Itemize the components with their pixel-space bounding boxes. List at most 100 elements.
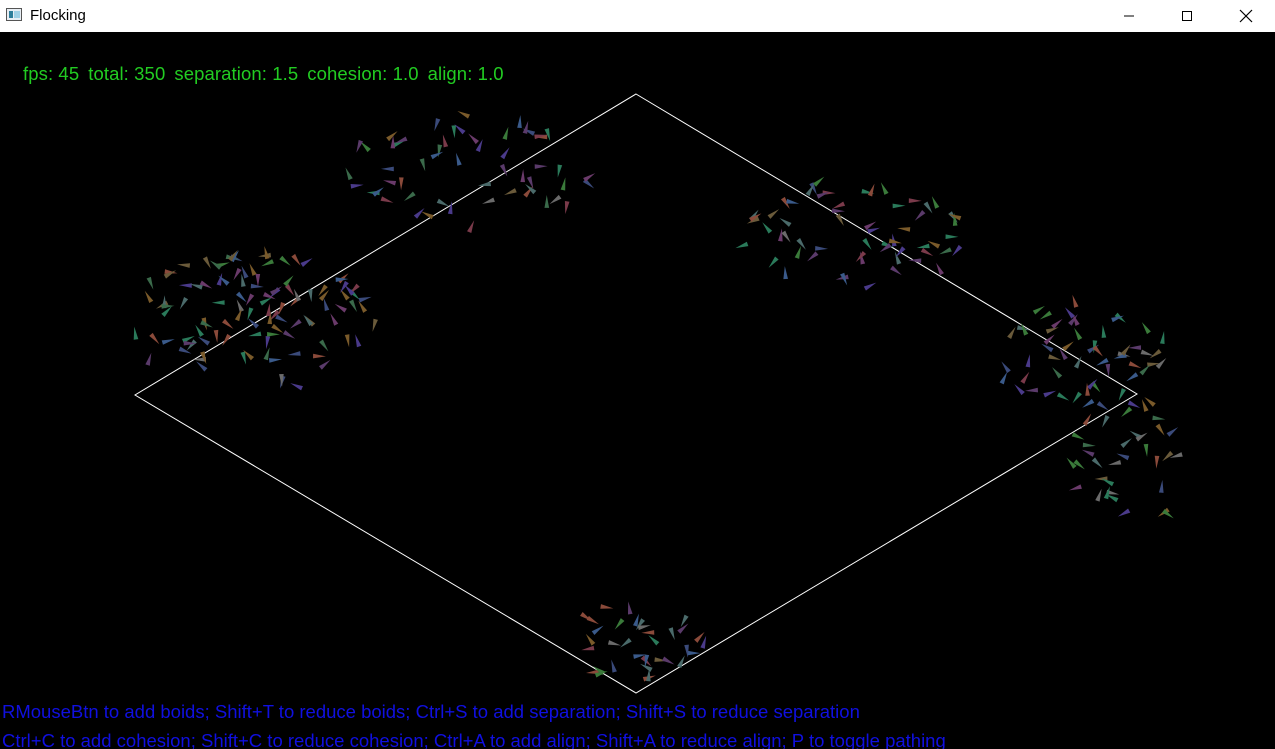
title-bar[interactable]: Flocking xyxy=(0,0,1275,32)
boid xyxy=(895,246,905,257)
boid xyxy=(504,188,517,195)
boid xyxy=(256,274,261,287)
boid xyxy=(1128,345,1141,350)
boid xyxy=(608,640,621,645)
total-readout: total: 350 xyxy=(88,63,165,84)
boid xyxy=(443,134,448,147)
maximize-button[interactable] xyxy=(1158,0,1216,32)
boid xyxy=(735,242,748,248)
boid xyxy=(355,334,361,347)
boid xyxy=(1043,391,1056,398)
boid xyxy=(1155,456,1160,469)
boid xyxy=(275,314,287,322)
boid xyxy=(233,268,241,280)
boid xyxy=(694,632,704,643)
boid xyxy=(359,297,372,303)
minimize-icon xyxy=(1123,10,1135,22)
boid xyxy=(1085,383,1090,396)
boid xyxy=(545,128,551,141)
boid-group xyxy=(134,111,1183,681)
boid xyxy=(700,636,706,649)
boid xyxy=(222,319,233,329)
boid xyxy=(881,182,889,195)
boid xyxy=(269,358,282,363)
boid xyxy=(1001,361,1010,373)
boid xyxy=(1074,356,1082,369)
boid xyxy=(620,638,632,648)
boid xyxy=(1162,451,1173,461)
boid xyxy=(648,635,659,645)
boid xyxy=(813,177,824,187)
boid xyxy=(290,383,303,390)
boid xyxy=(1095,489,1101,502)
boid xyxy=(681,615,689,628)
minimize-button[interactable] xyxy=(1100,0,1158,32)
boid xyxy=(1139,365,1150,376)
boid xyxy=(952,245,962,256)
boid xyxy=(267,332,280,337)
boid xyxy=(924,201,933,213)
boid xyxy=(260,297,272,305)
boid xyxy=(1062,341,1074,351)
boid xyxy=(145,353,151,366)
boid xyxy=(796,238,805,250)
boid xyxy=(356,140,363,153)
boid xyxy=(517,115,522,128)
boid xyxy=(456,153,462,166)
help-line-1: RMouseBtn to add boids; Shift+T to reduc… xyxy=(2,701,860,723)
boid xyxy=(1074,328,1082,340)
boid xyxy=(214,330,219,343)
boid xyxy=(1072,392,1081,404)
boid xyxy=(270,286,282,295)
boid xyxy=(1007,327,1015,339)
boid xyxy=(897,227,910,232)
boid xyxy=(641,630,654,635)
boid xyxy=(889,239,902,244)
boid xyxy=(836,214,844,226)
boid xyxy=(1026,354,1031,367)
boid xyxy=(890,266,902,275)
boid xyxy=(248,331,261,336)
boid xyxy=(291,254,300,266)
boid xyxy=(1072,295,1078,308)
boid xyxy=(241,352,247,365)
boid xyxy=(1106,364,1111,377)
boid xyxy=(264,246,269,259)
boid xyxy=(1142,322,1151,334)
boid xyxy=(414,208,425,219)
boid xyxy=(319,360,331,370)
close-button[interactable] xyxy=(1217,0,1275,32)
boid xyxy=(921,248,933,256)
boid xyxy=(807,251,818,261)
boid xyxy=(587,616,599,624)
help-line-2: Ctrl+C to add cohesion; Shift+C to reduc… xyxy=(2,730,946,749)
boid xyxy=(237,299,244,312)
boid xyxy=(778,228,783,241)
boid xyxy=(867,228,880,234)
boid xyxy=(266,303,271,316)
boid xyxy=(677,623,688,633)
boid xyxy=(383,180,396,185)
boid xyxy=(149,333,159,344)
boid xyxy=(936,263,944,276)
boid xyxy=(1000,372,1008,385)
boid xyxy=(180,297,188,309)
boid xyxy=(868,184,875,197)
maximize-icon xyxy=(1181,10,1193,22)
boid xyxy=(1040,311,1052,320)
boid xyxy=(198,337,210,346)
boid xyxy=(768,209,780,219)
boid xyxy=(283,330,295,339)
boid xyxy=(399,177,404,190)
path-diamond xyxy=(135,94,1137,693)
simulation-canvas[interactable] xyxy=(0,33,1275,749)
fps-readout: fps: 45 xyxy=(23,63,79,84)
boid xyxy=(1160,331,1165,344)
boid xyxy=(1101,479,1114,487)
boid xyxy=(1121,407,1132,417)
boid xyxy=(786,199,799,204)
boid xyxy=(266,336,271,349)
boid xyxy=(421,211,434,219)
boid xyxy=(247,307,253,320)
